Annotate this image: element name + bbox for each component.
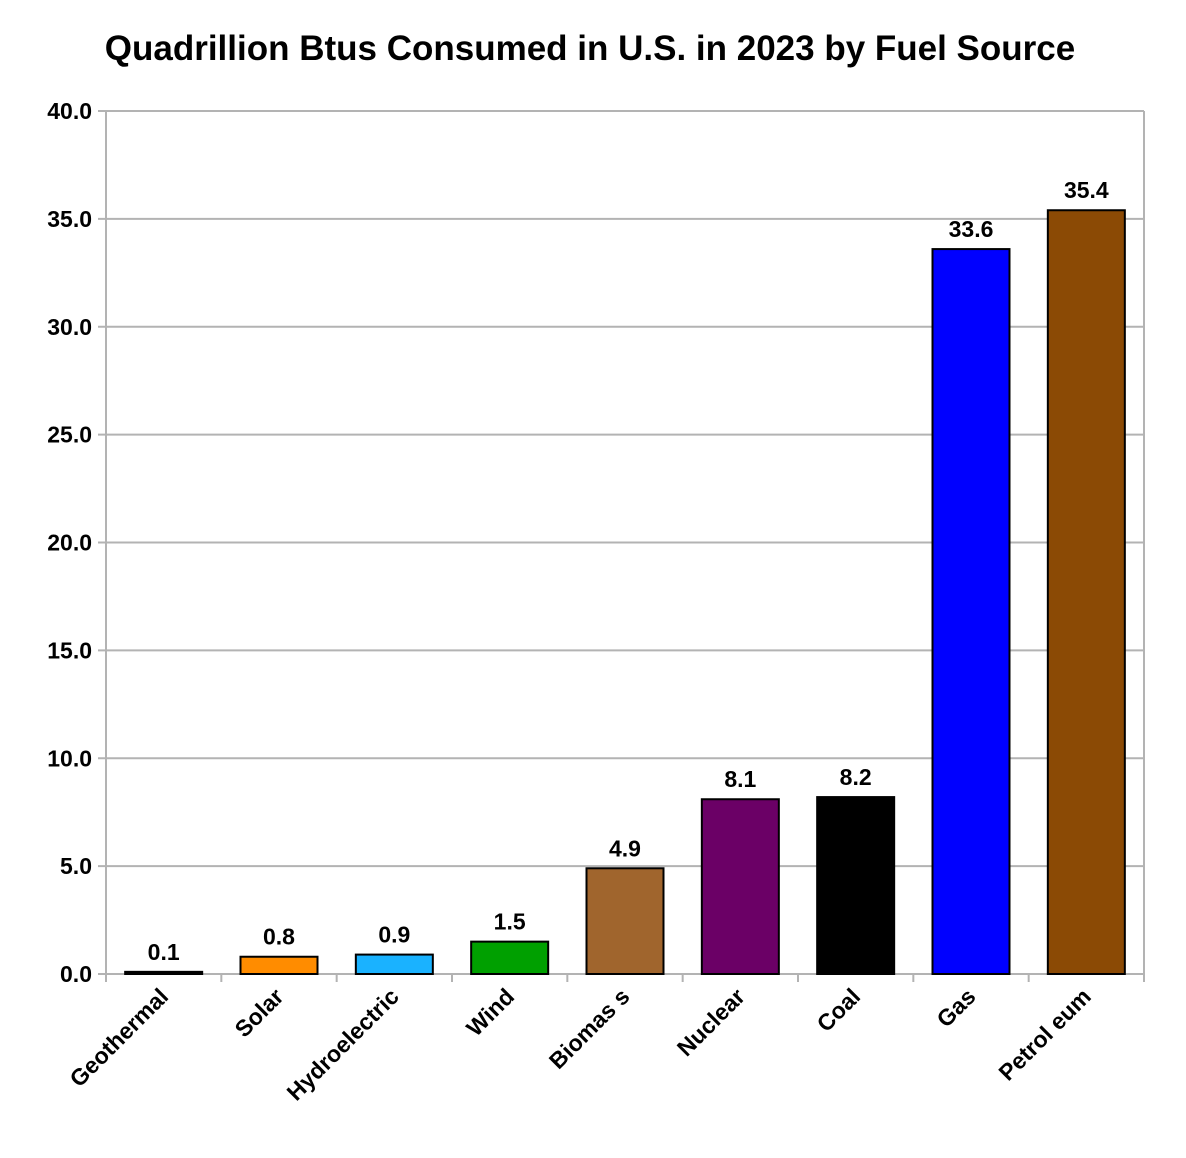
gridlines	[106, 110, 1144, 868]
bar-geothermal	[124, 970, 204, 976]
data-label-coal: 8.2	[840, 764, 872, 790]
y-tick-label: 30.0	[47, 314, 92, 340]
y-tick-label: 35.0	[47, 206, 92, 232]
bar-wind	[470, 940, 550, 976]
bar-gas	[931, 248, 1011, 975]
data-label-biomass: 4.9	[609, 835, 641, 861]
y-tick-label: 40.0	[47, 98, 92, 124]
y-tick-label: 25.0	[47, 422, 92, 448]
bar-biomass	[585, 867, 665, 975]
data-label-geothermal: 0.1	[148, 939, 180, 965]
data-label-nuclear: 8.1	[724, 766, 756, 792]
bar-hydroelectric	[354, 953, 434, 976]
data-label-petroleum: 35.4	[1064, 177, 1109, 203]
x-tick-label-petroleum: Petrol eum	[993, 983, 1095, 1085]
x-tick-label-biomass: Biomas s	[544, 983, 635, 1074]
x-tick-label-wind: Wind	[461, 983, 519, 1041]
y-tick-label: 10.0	[47, 745, 92, 771]
chart-title: Quadrillion Btus Consumed in U.S. in 202…	[105, 29, 1075, 68]
data-label-wind: 1.5	[494, 909, 526, 935]
bar-nuclear	[700, 798, 780, 975]
bar-petroleum	[1046, 209, 1126, 975]
y-tick-label: 5.0	[60, 853, 92, 879]
bar-coal	[816, 796, 896, 976]
bars	[124, 209, 1126, 976]
bar-solar	[239, 955, 319, 975]
data-label-gas: 33.6	[949, 216, 994, 242]
data-label-solar: 0.8	[263, 924, 295, 950]
x-tick-label-coal: Coal	[812, 983, 866, 1037]
x-tick-label-nuclear: Nuclear	[672, 983, 750, 1061]
x-tick-label-hydroelectric: Hydroelectric	[282, 983, 404, 1105]
x-tick-label-geothermal: Geothermal	[64, 983, 173, 1092]
x-tick-label-solar: Solar	[229, 983, 288, 1042]
data-label-hydroelectric: 0.9	[378, 922, 410, 948]
x-tick-label-gas: Gas	[931, 983, 980, 1032]
y-tick-label: 15.0	[47, 637, 92, 663]
y-tick-label: 0.0	[60, 961, 92, 987]
y-tick-label: 20.0	[47, 530, 92, 556]
